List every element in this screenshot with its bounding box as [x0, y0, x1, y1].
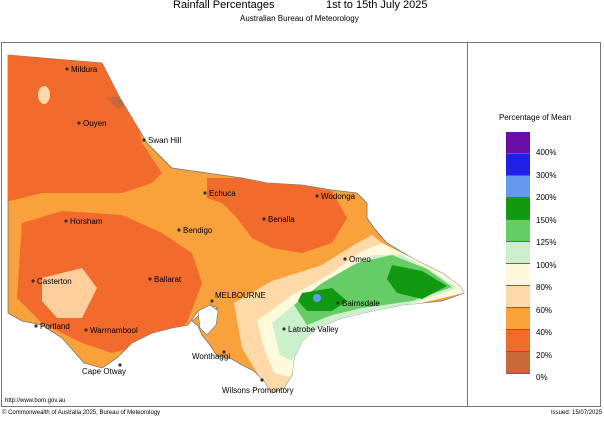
footer-issued-date: Issued: 15/07/2025 — [551, 410, 603, 416]
legend-label: 125% — [536, 238, 557, 247]
legend-title: Percentage of Mean — [498, 113, 572, 122]
legend-swatch — [506, 286, 530, 308]
label-wilsons-promontory: Wilsons Promontory — [222, 386, 294, 395]
label-casterton: Casterton — [37, 277, 72, 286]
label-latrobe-valley: Latrobe Valley — [288, 325, 339, 334]
map-frame — [1, 42, 601, 407]
legend-swatch — [506, 154, 530, 176]
legend-label: 20% — [536, 350, 553, 360]
legend-label: 200% — [536, 193, 557, 202]
zone-60-80-patch — [38, 86, 50, 104]
label-melbourne: MELBOURNE — [215, 291, 266, 300]
label-echuca: Echuca — [209, 189, 236, 198]
label-ballarat: Ballarat — [154, 275, 182, 284]
legend-label: 100% — [536, 260, 557, 270]
label-cape-otway: Cape Otway — [82, 367, 126, 376]
label-portland: Portland — [40, 322, 70, 331]
label-omeo: Omeo — [349, 255, 371, 264]
legend-label: 40% — [536, 328, 553, 337]
label-ouyen: Ouyen — [83, 119, 107, 128]
legend-swatch — [506, 352, 530, 374]
map-period: 1st to 15th July 2025 — [326, 0, 428, 11]
label-wodonga: Wodonga — [321, 192, 356, 201]
footer-copyright: © Commonwealth of Australia 2025, Bureau… — [2, 410, 161, 416]
header: Rainfall Percentages 1st to 15th July 20… — [0, 0, 604, 38]
place-labels: Mildura Ouyen Swan Hill Echuca Wodonga B… — [31, 65, 380, 395]
legend-label: 60% — [536, 305, 553, 315]
label-warrnambool: Warrnambool — [90, 326, 138, 335]
legend-swatch — [506, 198, 530, 220]
legend-swatch — [506, 220, 530, 242]
legend-label: 150% — [536, 215, 557, 225]
legend-swatch — [506, 308, 530, 330]
label-bairnsdale: Bairnsdale — [342, 299, 380, 308]
legend-divider — [467, 42, 468, 407]
label-mildura: Mildura — [71, 65, 98, 74]
legend-swatch — [506, 176, 530, 198]
legend-label: 0% — [536, 373, 548, 382]
label-benalla: Benalla — [268, 215, 295, 224]
label-swan-hill: Swan Hill — [148, 136, 182, 145]
zone-200-300-spot — [313, 294, 321, 302]
label-wonthaggi: Wonthaggi — [192, 352, 230, 361]
legend-color-bar — [506, 132, 530, 374]
zone-60-80-southwest — [42, 268, 97, 318]
port-phillip-bay — [197, 304, 219, 336]
legend-label: 80% — [536, 283, 553, 292]
map-title: Rainfall Percentages — [173, 0, 275, 11]
legend-swatch — [506, 132, 530, 154]
legend-swatch — [506, 330, 530, 352]
legend-label: 300% — [536, 170, 557, 180]
label-horsham: Horsham — [70, 217, 103, 226]
legend-swatch — [506, 264, 530, 286]
legend-swatch — [506, 242, 530, 264]
footer-url[interactable]: http://www.bom.gov.au — [5, 398, 66, 404]
zone-150-200-gippsland — [298, 288, 347, 311]
victoria-rainfall-map: Mildura Ouyen Swan Hill Echuca Wodonga B… — [7, 54, 465, 395]
label-bendigo: Bendigo — [183, 226, 213, 235]
zone-150-200-east — [387, 265, 447, 299]
zone-20-40-northeast — [207, 178, 347, 253]
legend-label: 400% — [536, 148, 557, 157]
map-subtitle: Australian Bureau of Meteorology — [240, 14, 359, 23]
